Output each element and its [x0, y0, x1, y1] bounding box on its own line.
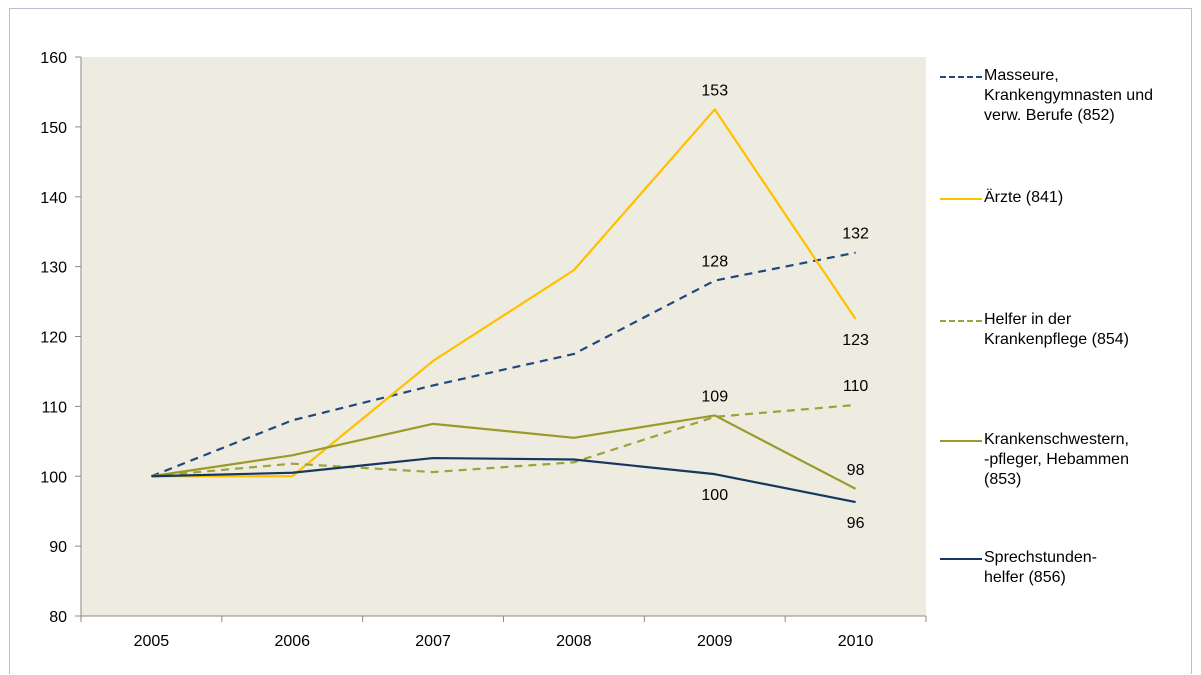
data-label: 128	[701, 254, 728, 271]
y-tick-label: 80	[49, 609, 67, 626]
axes: 80 90 100 110 120 130 140 150 160 2005 2006 2007 200…	[40, 50, 927, 650]
series-line-3	[151, 414, 857, 490]
x-tick-label: 2010	[838, 633, 874, 650]
series-layer	[151, 108, 857, 504]
data-label: 96	[847, 515, 865, 532]
x-tick-label: 2007	[415, 633, 451, 650]
data-label: 123	[842, 332, 869, 349]
series-line-1	[151, 108, 857, 478]
series-line-0	[151, 251, 856, 478]
x-tick-label: 2006	[274, 633, 310, 650]
data-label: 132	[842, 226, 869, 243]
x-tick-label: 2009	[697, 633, 733, 650]
y-tick-label: 150	[40, 120, 67, 137]
data-labels-layer: 128 132 153 123 110 109 98 100 96	[701, 82, 869, 532]
data-label: 100	[701, 487, 728, 504]
plot-area	[81, 57, 926, 616]
y-tick-label: 130	[40, 260, 67, 277]
data-label: 98	[847, 462, 865, 479]
data-label: 110	[843, 378, 869, 395]
data-label: 153	[701, 82, 728, 99]
x-tick-label: 2008	[556, 633, 592, 650]
y-tick-label: 90	[49, 539, 67, 556]
y-tick-label: 100	[40, 469, 67, 486]
data-label: 109	[701, 388, 728, 405]
y-tick-label: 140	[40, 190, 67, 207]
y-tick-label: 110	[41, 399, 67, 416]
y-tick-label: 160	[40, 50, 67, 67]
series-line-2	[151, 403, 856, 478]
series-line-4	[151, 456, 856, 504]
x-tick-label: 2005	[134, 633, 170, 650]
y-tick-label: 120	[40, 330, 67, 347]
